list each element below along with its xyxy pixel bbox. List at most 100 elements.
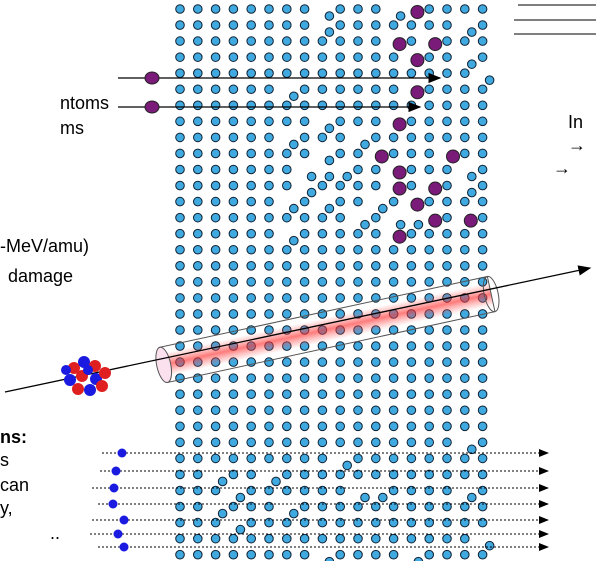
atom — [318, 358, 327, 367]
diagram: ntoms ms -MeV/amu) damage ns: s can y, .… — [0, 0, 596, 561]
atom — [354, 534, 363, 543]
atom — [211, 486, 220, 495]
atom — [247, 278, 256, 287]
displaced-atom — [411, 54, 424, 67]
atom — [194, 390, 203, 399]
atom — [407, 262, 416, 271]
atom — [194, 278, 203, 287]
displaced-atom — [411, 86, 424, 99]
atom — [318, 229, 327, 238]
atom — [283, 149, 292, 158]
atom — [265, 438, 274, 447]
atom — [194, 406, 203, 415]
atom — [318, 422, 327, 431]
atom — [354, 229, 363, 238]
atom — [325, 28, 334, 37]
atom — [461, 326, 470, 335]
atom — [478, 390, 487, 399]
atom — [354, 101, 363, 110]
atom — [229, 149, 238, 158]
atom — [372, 5, 381, 14]
atom — [478, 85, 487, 94]
atom — [325, 156, 334, 165]
atom — [229, 69, 238, 78]
atom — [478, 326, 487, 335]
atom — [443, 518, 452, 527]
atom — [300, 85, 309, 94]
atom — [211, 5, 220, 14]
atom — [283, 294, 292, 303]
atom — [265, 294, 274, 303]
atom — [247, 245, 256, 254]
atom — [229, 406, 238, 415]
atom — [265, 117, 274, 126]
atom — [396, 12, 405, 21]
atom — [265, 181, 274, 190]
atom — [478, 165, 487, 174]
atom — [407, 454, 416, 463]
atom — [290, 236, 299, 245]
atom — [336, 197, 345, 206]
atom — [247, 213, 256, 222]
atom — [461, 454, 470, 463]
atom — [211, 53, 220, 62]
atom — [354, 21, 363, 30]
label: damage — [8, 266, 73, 286]
label: ms — [60, 118, 84, 138]
atom — [300, 101, 309, 110]
atom — [229, 374, 238, 383]
atom — [283, 181, 292, 190]
atom — [211, 454, 220, 463]
atom — [372, 245, 381, 254]
atom — [300, 454, 309, 463]
displaced-atom — [393, 166, 406, 179]
atom — [211, 550, 220, 559]
label: s — [0, 450, 9, 470]
atom — [211, 294, 220, 303]
ion-path — [5, 268, 590, 392]
atom — [176, 149, 185, 158]
atom — [414, 220, 423, 229]
atom — [443, 422, 452, 431]
atom — [354, 37, 363, 46]
atom — [478, 245, 487, 254]
atom — [485, 76, 494, 85]
atom — [211, 149, 220, 158]
atom — [176, 374, 185, 383]
atom — [478, 53, 487, 62]
atom — [300, 197, 309, 206]
atom — [283, 374, 292, 383]
atom — [461, 358, 470, 367]
atom — [389, 454, 398, 463]
atom — [265, 149, 274, 158]
atom — [229, 37, 238, 46]
atom — [372, 390, 381, 399]
atom — [478, 213, 487, 222]
atom — [265, 165, 274, 174]
atom — [425, 550, 434, 559]
atom — [247, 165, 256, 174]
atom — [283, 310, 292, 319]
atom — [194, 21, 203, 30]
atom — [407, 133, 416, 142]
atom — [229, 21, 238, 30]
atom — [211, 69, 220, 78]
displaced-atom — [393, 38, 406, 51]
atom — [372, 454, 381, 463]
atom — [478, 181, 487, 190]
atom — [211, 229, 220, 238]
atom — [211, 101, 220, 110]
atom — [443, 454, 452, 463]
label: ns: — [0, 427, 27, 447]
atom — [336, 534, 345, 543]
atom — [211, 21, 220, 30]
atom — [443, 213, 452, 222]
atom — [372, 85, 381, 94]
atom — [194, 181, 203, 190]
atom — [389, 422, 398, 431]
atom — [443, 438, 452, 447]
atom — [354, 422, 363, 431]
atom — [247, 294, 256, 303]
atom — [211, 197, 220, 206]
atom — [194, 454, 203, 463]
